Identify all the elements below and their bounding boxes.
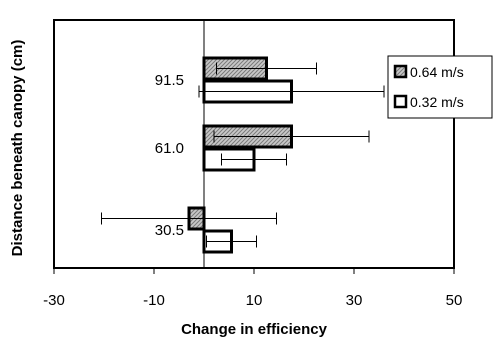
category-label-30.5: 30.5: [155, 222, 184, 239]
category-labels: 91.5 61.0 30.5: [155, 72, 184, 239]
x-tick-label-30: 30: [346, 292, 363, 309]
category-label-91.5: 91.5: [155, 72, 184, 89]
legend-label-0-64: 0.64 m/s: [410, 64, 464, 80]
legend-swatch-0-64: [393, 64, 408, 79]
bars-layer: [101, 56, 385, 254]
x-tick-label-10: 10: [246, 292, 263, 309]
legend-label-0-32: 0.32 m/s: [410, 94, 464, 110]
x-tick-label--30: -30: [43, 292, 65, 309]
category-label-61.0: 61.0: [155, 140, 184, 157]
x-axis-title: Change in efficiency: [181, 321, 328, 338]
x-tick-labels: -30 -10 10 30 50: [43, 268, 462, 309]
legend: 0.64 m/s 0.32 m/s: [387, 55, 493, 119]
y-axis-title: Distance beneath canopy (cm): [9, 40, 26, 257]
x-tick-label--10: -10: [143, 292, 165, 309]
x-tick-label-50: 50: [446, 292, 463, 309]
legend-swatch-0-32: [393, 94, 408, 109]
